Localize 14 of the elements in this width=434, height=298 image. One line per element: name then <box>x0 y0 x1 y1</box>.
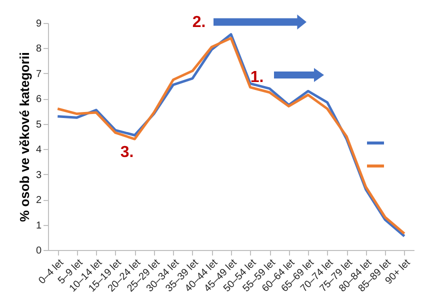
y-tick-label: 4 <box>36 144 42 156</box>
y-tick-label: 5 <box>36 119 42 130</box>
y-tick-label: 9 <box>36 18 42 30</box>
annotation: 2. <box>192 14 206 31</box>
y-axis-title: % osob ve věkové kategorii <box>16 52 32 222</box>
annotation: 1. <box>250 69 264 86</box>
y-tick-label: 6 <box>36 94 42 106</box>
y-tick-label: 3 <box>36 170 42 181</box>
y-tick-label: 2 <box>36 195 42 206</box>
y-tick-label: 1 <box>36 220 42 232</box>
y-tick-label: 8 <box>36 44 42 55</box>
y-tick-label: 0 <box>36 246 42 256</box>
annotation: 3. <box>120 144 134 161</box>
y-tick-label: 7 <box>36 68 42 80</box>
